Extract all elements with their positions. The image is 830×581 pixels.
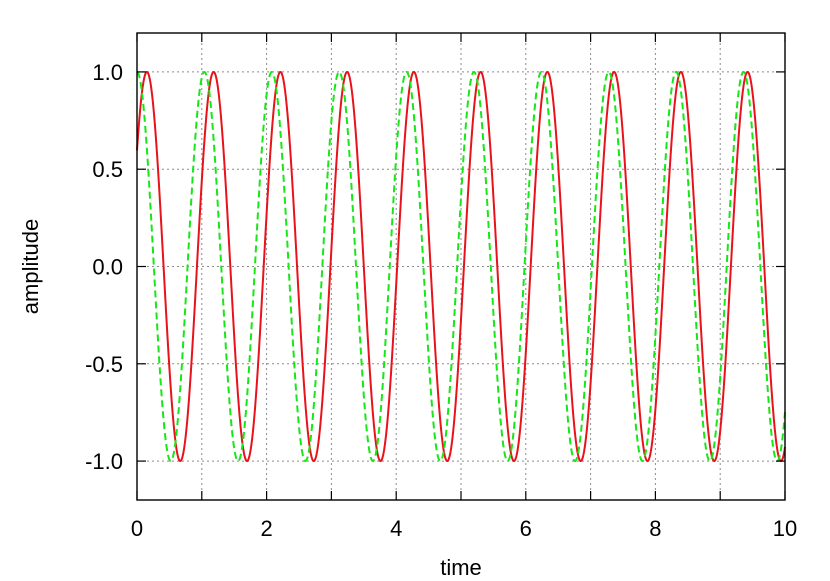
tick-labels: 0 2 4 6 8 10 1.0 0.5 0.0 -0.5 -1.0 [85, 60, 797, 541]
series-layer [136, 70, 786, 463]
ticks [136, 33, 786, 500]
y-tick-label: -1.0 [85, 449, 123, 474]
y-tick-label: 0.0 [92, 255, 123, 280]
y-tick-label: 1.0 [92, 60, 123, 85]
x-tick-label: 8 [649, 516, 661, 541]
y-axis-title: amplitude [18, 219, 43, 314]
series-line-2 [136, 70, 786, 463]
x-tick-label: 10 [773, 516, 797, 541]
x-tick-label: 2 [260, 516, 272, 541]
y-tick-label: -0.5 [85, 352, 123, 377]
x-tick-label: 6 [520, 516, 532, 541]
series-line-1 [136, 70, 786, 463]
x-tick-label: 4 [390, 516, 402, 541]
x-tick-label: 0 [131, 516, 143, 541]
x-axis-title: time [440, 555, 482, 580]
y-tick-label: 0.5 [92, 157, 123, 182]
